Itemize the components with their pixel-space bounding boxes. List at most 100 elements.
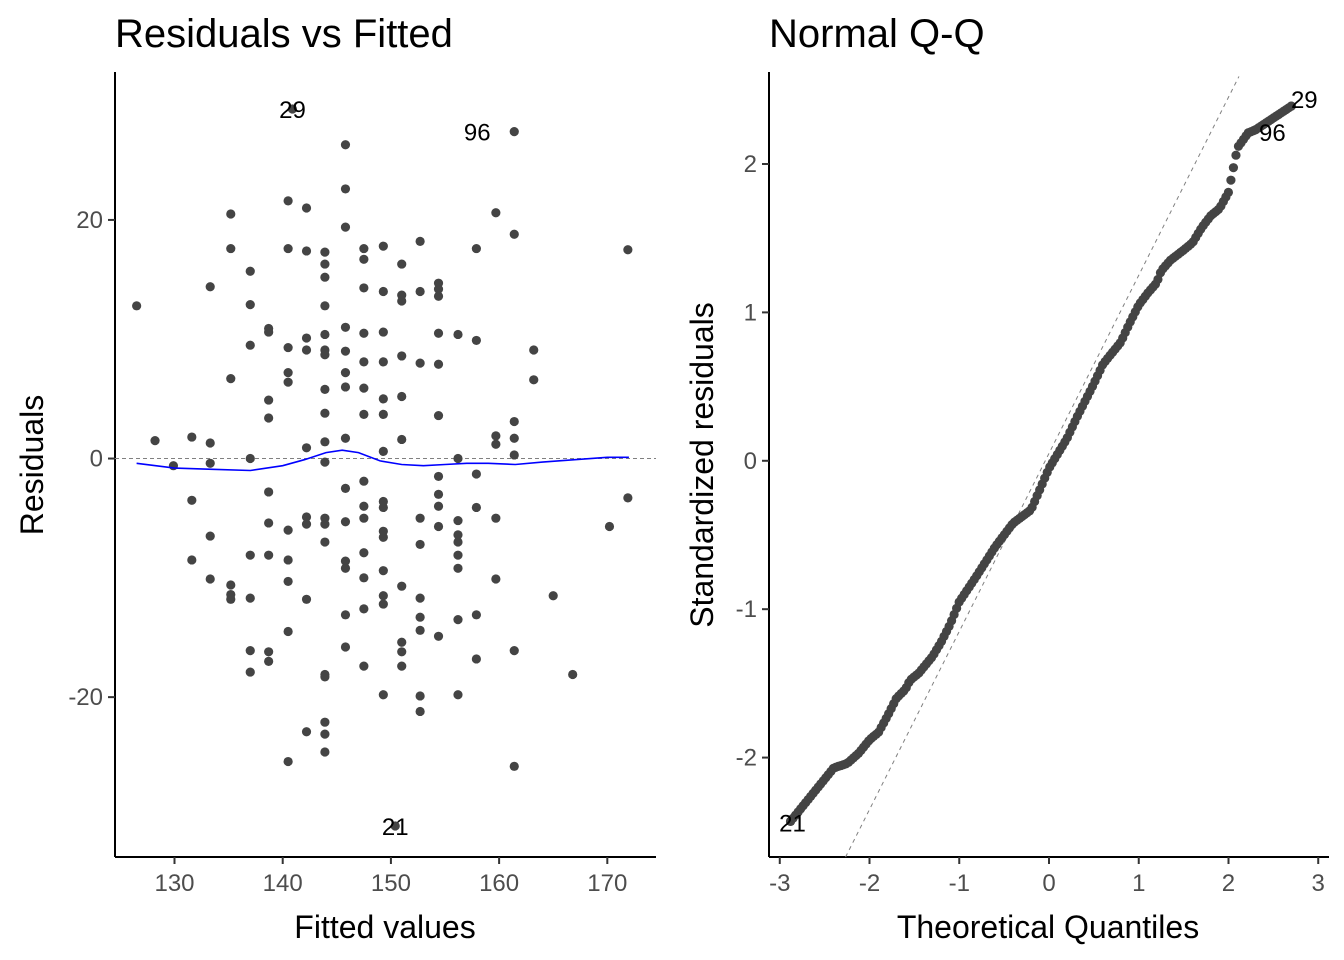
y-tick-label: 0 xyxy=(744,448,757,475)
data-point xyxy=(340,642,351,652)
data-point xyxy=(320,329,330,340)
data-point xyxy=(359,476,369,486)
data-point xyxy=(245,300,255,310)
data-point xyxy=(415,706,425,717)
data-point xyxy=(491,439,501,449)
data-point xyxy=(415,513,425,523)
right-points-group xyxy=(785,101,1296,826)
data-point xyxy=(283,576,293,587)
data-point xyxy=(205,438,215,448)
outlier-label: 21 xyxy=(779,810,806,837)
data-point xyxy=(340,610,351,620)
data-point xyxy=(301,519,312,529)
data-point xyxy=(245,646,255,656)
data-point xyxy=(187,495,197,505)
data-point xyxy=(471,469,481,479)
data-point xyxy=(301,345,312,355)
data-point xyxy=(320,717,330,727)
data-point xyxy=(340,556,351,566)
data-point xyxy=(378,566,388,576)
data-point xyxy=(453,563,463,573)
data-point xyxy=(378,690,388,700)
data-point xyxy=(397,259,407,269)
data-point xyxy=(415,539,425,550)
data-point xyxy=(433,291,444,301)
x-tick-label: 0 xyxy=(1042,870,1055,897)
data-point xyxy=(433,501,444,511)
data-point xyxy=(471,243,481,254)
data-point xyxy=(1223,187,1233,197)
left-x-ticks: 130 140 150 160 170 xyxy=(154,857,627,897)
data-point xyxy=(433,410,444,421)
right-x-axis-label: Theoretical Quantiles xyxy=(897,909,1199,945)
data-point xyxy=(397,434,407,445)
data-point xyxy=(245,550,255,560)
data-point xyxy=(301,594,312,604)
data-point xyxy=(453,530,463,540)
data-point xyxy=(340,322,351,332)
data-point xyxy=(509,450,519,460)
data-point xyxy=(1231,150,1241,160)
data-point xyxy=(264,656,274,666)
data-point xyxy=(568,669,578,680)
data-point xyxy=(264,550,274,560)
data-point xyxy=(264,487,274,497)
data-point xyxy=(320,301,330,311)
data-point xyxy=(390,821,400,831)
data-point xyxy=(340,184,351,194)
data-point xyxy=(359,409,369,419)
data-point xyxy=(340,382,351,392)
data-point xyxy=(397,351,407,361)
data-point xyxy=(301,333,312,343)
data-point xyxy=(340,222,351,232)
left-y-axis-label: Residuals xyxy=(14,395,50,536)
left-points-group xyxy=(132,104,633,831)
data-point xyxy=(471,610,481,620)
x-tick-label: -1 xyxy=(949,870,970,897)
data-point xyxy=(320,247,330,257)
data-point xyxy=(509,761,519,771)
data-point xyxy=(397,296,407,306)
data-point xyxy=(397,647,407,657)
data-point xyxy=(301,727,312,737)
data-point xyxy=(245,266,255,276)
data-point xyxy=(378,599,388,609)
data-point xyxy=(245,453,255,464)
data-point xyxy=(359,548,369,558)
data-point xyxy=(283,243,293,254)
data-point xyxy=(320,350,330,360)
data-point xyxy=(415,625,425,635)
data-point xyxy=(264,395,274,405)
x-tick-label: 140 xyxy=(263,870,303,897)
data-point xyxy=(340,368,351,378)
data-point xyxy=(378,357,388,367)
data-point xyxy=(301,203,312,213)
data-point xyxy=(378,286,388,297)
data-point xyxy=(264,647,274,657)
data-point xyxy=(453,537,463,547)
data-point xyxy=(491,208,501,218)
y-tick-label: -1 xyxy=(736,596,757,623)
data-point xyxy=(378,409,388,419)
outlier-label: 96 xyxy=(464,120,491,147)
data-point xyxy=(509,433,519,443)
data-point xyxy=(785,816,796,826)
data-point xyxy=(226,209,236,219)
data-point xyxy=(397,581,407,591)
data-point xyxy=(397,661,407,671)
right-x-ticks: -3 -2 -1 0 1 2 3 xyxy=(769,857,1325,897)
data-point xyxy=(340,517,351,527)
data-point xyxy=(415,612,425,622)
left-x-axis-label: Fitted values xyxy=(294,909,475,945)
data-point xyxy=(359,604,369,614)
data-point xyxy=(491,574,501,584)
data-point xyxy=(378,241,388,251)
data-point xyxy=(509,127,519,137)
data-point xyxy=(320,747,330,757)
data-point xyxy=(471,335,481,346)
data-point xyxy=(205,574,215,584)
data-point xyxy=(187,555,197,565)
data-point xyxy=(378,591,388,601)
data-point xyxy=(433,489,444,499)
